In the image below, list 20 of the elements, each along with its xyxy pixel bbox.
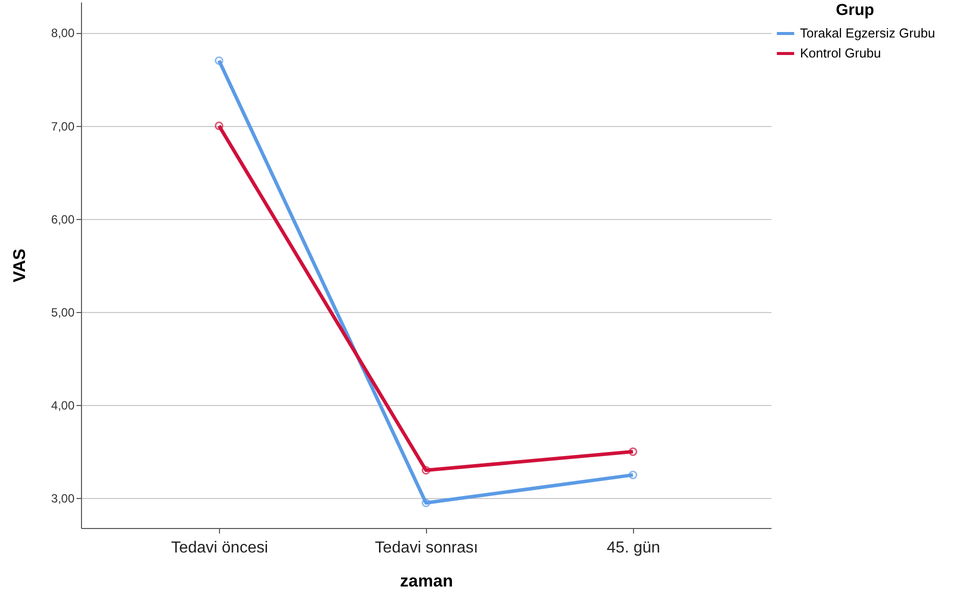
point bbox=[422, 498, 430, 508]
legend-label: Kontrol Grubu bbox=[800, 46, 881, 60]
point bbox=[214, 56, 224, 65]
y-tick-label: 3,00 bbox=[51, 492, 75, 506]
point bbox=[214, 122, 224, 130]
point bbox=[422, 466, 430, 475]
y-axis-title: VAS bbox=[10, 248, 30, 282]
x-tick-label: 45. gün bbox=[606, 540, 660, 556]
y-tick-label: 7,00 bbox=[51, 119, 75, 134]
y-tick-label: 4,00 bbox=[51, 398, 75, 413]
x-axis-title: zaman bbox=[400, 572, 453, 590]
x-tick-label: Tedavi öncesi bbox=[171, 540, 268, 556]
legend-title: Grup bbox=[836, 2, 874, 19]
y-tick-label: 5,00 bbox=[51, 306, 75, 320]
x-tick-label: Tedavi sonrası bbox=[374, 540, 478, 556]
y-tick-label: 8,00 bbox=[51, 26, 75, 40]
point bbox=[628, 447, 638, 456]
point bbox=[628, 470, 638, 480]
legend-label: Torakal Egzersiz Grubu bbox=[800, 26, 936, 40]
y-tick-label: 6,00 bbox=[51, 212, 75, 226]
